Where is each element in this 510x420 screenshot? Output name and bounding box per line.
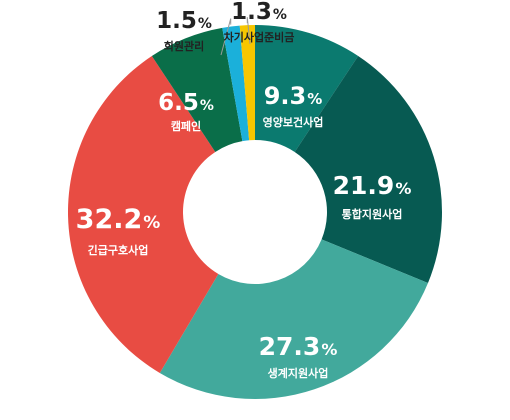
slice-category-label: 영양보건사업 [263, 115, 324, 129]
slice-7 [239, 25, 255, 141]
slice-labels: 9.3% 영양보건사업 21.9% 통합지원사업 27.3% 생계지원사업 32.2% 긴급구… [76, 0, 412, 380]
slice-value-label: 27.3% [259, 332, 338, 361]
slice-value-label: 9.3% [264, 82, 323, 110]
donut-slices [67, 25, 442, 399]
slice-5 [151, 27, 243, 152]
slice-6 [222, 25, 250, 142]
leader-line [246, 17, 251, 45]
slice-category-label: 통합지원사업 [342, 207, 403, 221]
slice-3 [159, 239, 428, 399]
slice-value-label: 32.2% [76, 204, 161, 235]
slice-category-label: 차기사업준비금 [224, 30, 295, 44]
slice-category-label: 캠페인 [171, 119, 201, 133]
slice-value-label: 21.9% [333, 171, 412, 200]
slice-1 [255, 25, 359, 152]
slice-category-label: 긴급구호사업 [88, 243, 149, 257]
leader-line [220, 18, 232, 56]
slice-value-label: 6.5% [158, 90, 214, 116]
leader-lines [220, 17, 251, 56]
slice-2 [294, 56, 442, 284]
slice-value-label: 1.3% [231, 0, 287, 25]
slice-value-label: 1.5% [156, 8, 212, 34]
slice-category-label: 회원관리 [164, 39, 204, 53]
slice-4 [67, 56, 219, 373]
slice-category-label: 생계지원사업 [268, 366, 329, 380]
